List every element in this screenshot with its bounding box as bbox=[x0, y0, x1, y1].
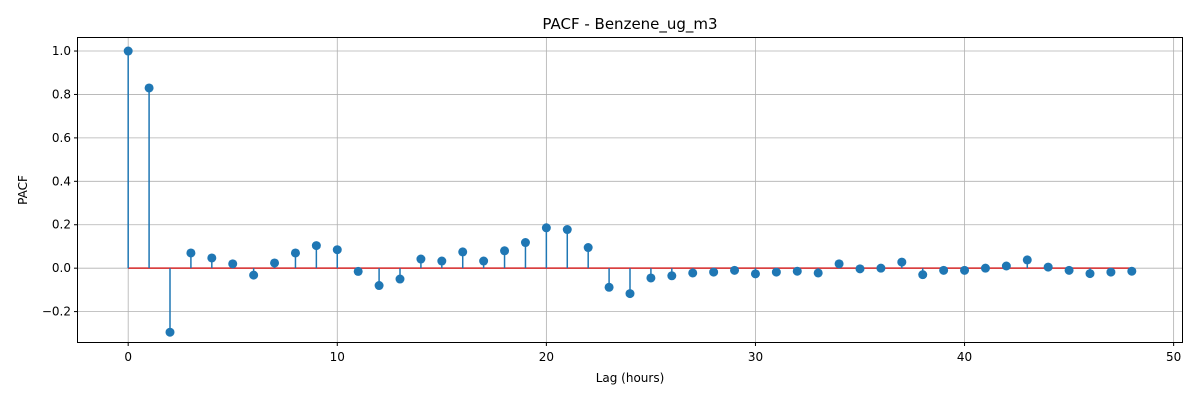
stem-marker bbox=[374, 281, 384, 291]
stem-marker bbox=[583, 243, 593, 253]
grid bbox=[78, 38, 1182, 342]
plot-frame bbox=[77, 37, 1183, 343]
stem-marker bbox=[520, 238, 530, 248]
stem-marker bbox=[1001, 261, 1011, 271]
stem-marker bbox=[270, 258, 280, 268]
stem-marker bbox=[813, 268, 823, 278]
stem-marker bbox=[144, 83, 154, 93]
y-tick-label: −0.2 bbox=[42, 305, 71, 319]
x-tick-label: 30 bbox=[748, 350, 763, 364]
y-axis-label: PACF bbox=[16, 175, 30, 205]
stem-marker bbox=[458, 247, 468, 257]
stem-marker bbox=[1064, 265, 1074, 275]
y-tick-label: 0.8 bbox=[52, 87, 71, 101]
stem-marker bbox=[1022, 255, 1032, 265]
stem-marker bbox=[897, 257, 907, 267]
stem-marker bbox=[249, 270, 259, 280]
stem-marker bbox=[750, 269, 760, 279]
stem-marker bbox=[876, 263, 886, 273]
stem-marker bbox=[123, 46, 133, 56]
stem-marker bbox=[834, 259, 844, 269]
stem-marker bbox=[541, 223, 551, 233]
stem-marker bbox=[1085, 269, 1095, 279]
markers bbox=[123, 46, 1137, 337]
stem-marker bbox=[646, 273, 656, 283]
stem-marker bbox=[980, 263, 990, 273]
stem-marker bbox=[709, 267, 719, 277]
x-tick-label: 40 bbox=[957, 350, 972, 364]
stem-marker bbox=[353, 266, 363, 276]
stem-marker bbox=[562, 225, 572, 235]
x-tick-label: 50 bbox=[1166, 350, 1181, 364]
y-tick-label: 0.6 bbox=[52, 131, 71, 145]
stem-marker bbox=[1043, 262, 1053, 272]
x-tick-label: 20 bbox=[539, 350, 554, 364]
x-ticks: 0 10 20 30 40 50 bbox=[124, 342, 1181, 364]
y-ticks: −0.2 0.0 0.2 0.4 0.6 0.8 1.0 bbox=[42, 44, 78, 319]
stem-marker bbox=[479, 256, 489, 266]
y-tick-label: 0.4 bbox=[52, 174, 71, 188]
stem-marker bbox=[604, 282, 614, 292]
stem-marker bbox=[416, 254, 426, 264]
stem-marker bbox=[186, 248, 196, 258]
stem-marker bbox=[437, 256, 447, 266]
stem-marker bbox=[500, 246, 510, 256]
stem-marker bbox=[730, 265, 740, 275]
x-tick-label: 0 bbox=[124, 350, 132, 364]
stem-marker bbox=[165, 327, 175, 337]
stem-marker bbox=[1127, 266, 1137, 276]
y-tick-label: 1.0 bbox=[52, 44, 71, 58]
stem-marker bbox=[395, 274, 405, 284]
y-tick-label: 0.0 bbox=[52, 261, 71, 275]
chart-title: PACF - Benzene_ug_m3 bbox=[542, 15, 717, 34]
stem-marker bbox=[311, 241, 321, 251]
stem-marker bbox=[771, 267, 781, 277]
stem-marker bbox=[625, 289, 635, 299]
y-tick-label: 0.2 bbox=[52, 218, 71, 232]
stem-marker bbox=[228, 259, 238, 269]
stem-marker bbox=[792, 266, 802, 276]
stem-marker bbox=[667, 271, 677, 281]
stem-marker bbox=[855, 264, 865, 274]
stem-marker bbox=[918, 270, 928, 280]
stem-marker bbox=[688, 268, 698, 278]
stem-marker bbox=[960, 265, 970, 275]
stem-marker bbox=[332, 245, 342, 255]
stem-marker bbox=[939, 265, 949, 275]
stem-marker bbox=[207, 253, 217, 263]
stem-marker bbox=[1106, 267, 1116, 277]
stem-marker bbox=[290, 248, 300, 258]
x-axis-label: Lag (hours) bbox=[596, 371, 665, 385]
x-tick-label: 10 bbox=[330, 350, 345, 364]
